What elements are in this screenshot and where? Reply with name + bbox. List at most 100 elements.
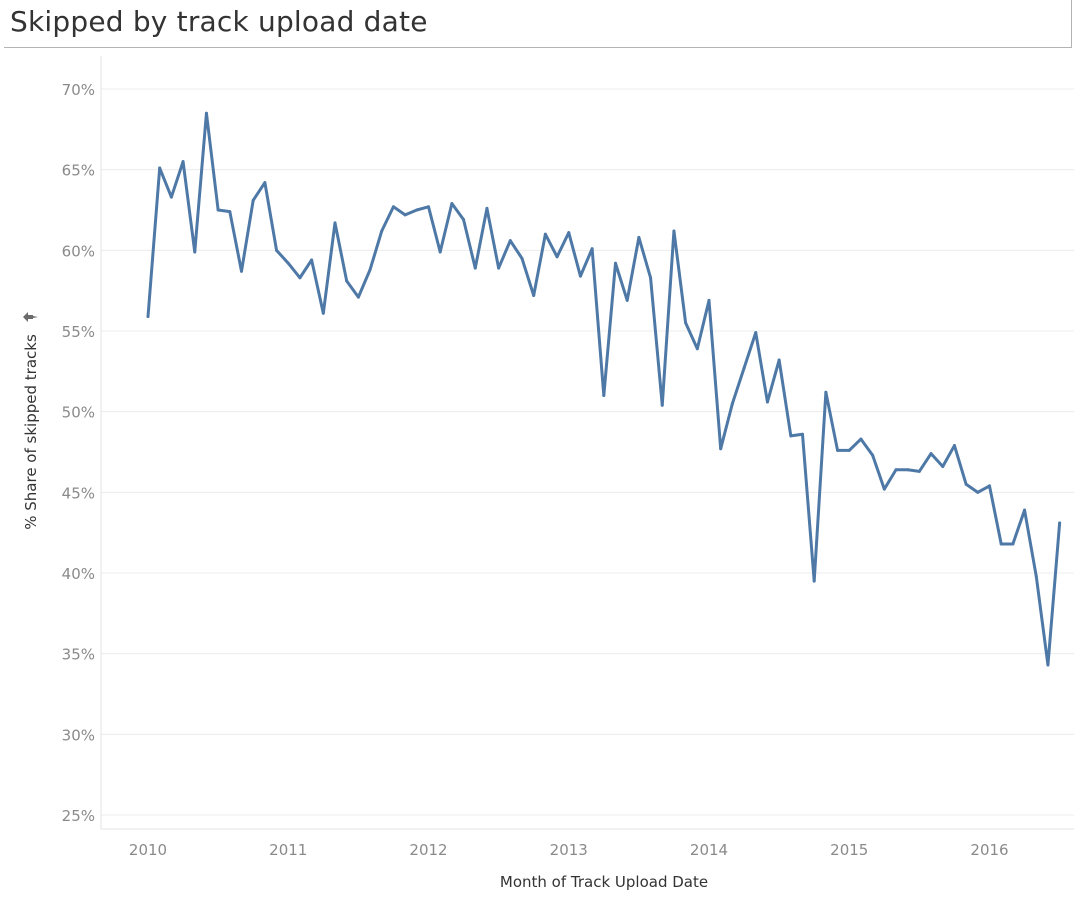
data-point [672,229,676,233]
data-point [415,208,419,212]
data-point [298,276,302,280]
data-point [976,490,980,494]
data-point [660,403,664,407]
y-tick-label: 65% [62,162,95,180]
data-point [567,231,571,235]
y-tick-label: 25% [62,807,95,825]
data-point [228,210,232,214]
data-point [602,394,606,398]
data-point [473,266,477,270]
data-point [1058,521,1062,525]
data-point [555,255,559,259]
data-point [380,229,384,233]
y-tick-label: 50% [62,404,95,422]
x-tick-label: 2016 [970,841,1008,859]
data-point [310,258,314,262]
data-point [649,276,653,280]
data-point [801,432,804,436]
data-point [146,314,150,318]
data-point [765,400,769,404]
data-point [391,205,395,209]
data-point [403,213,407,217]
x-axis-ticks: 2010 2011 2012 2013 2014 2015 2016 [129,841,1009,859]
data-point [882,487,886,491]
data-point [263,181,267,185]
data-point [1046,663,1050,667]
data-point [812,579,816,583]
y-tick-label: 70% [62,81,95,99]
data-point [193,250,197,254]
y-tick-label: 45% [62,484,95,502]
data-point [462,218,466,222]
title-box: Skipped by track upload date [4,0,1072,48]
data-point [520,256,524,260]
data-point [929,452,933,456]
y-tick-label: 60% [62,242,95,260]
data-point [637,235,641,239]
data-point [871,453,875,457]
data-point [181,160,185,164]
x-tick-label: 2013 [550,841,588,859]
data-point [625,298,629,302]
data-point [999,542,1003,546]
data-point [356,295,360,299]
x-tick-label: 2011 [269,841,307,859]
data-point [730,402,734,406]
x-tick-label: 2014 [690,841,728,859]
data-point [719,447,723,451]
y-axis-title: % Share of skipped tracks [22,334,40,530]
x-tick-label: 2010 [129,841,167,859]
data-point [847,448,851,452]
data-point [952,444,956,448]
data-point [1023,508,1027,512]
gridlines [101,88,1074,816]
data-point [204,111,208,115]
data-point [824,390,828,394]
data-point [275,248,279,252]
data-point [941,465,945,469]
data-point [707,298,711,302]
data-point [964,482,968,486]
data-point [286,261,290,265]
data-point [1011,542,1015,546]
y-tick-label: 30% [62,726,95,744]
data-point [859,437,863,441]
data-point [1034,574,1038,578]
data-point [917,469,921,473]
y-tick-label: 40% [62,565,95,583]
data-point [485,206,489,210]
data-point [590,247,594,251]
series-line [146,111,1062,667]
data-point [894,468,898,472]
data-point [695,347,699,351]
data-point [578,274,582,278]
data-point [158,166,162,170]
data-point [789,434,793,438]
data-point [368,268,372,272]
data-point [450,202,454,206]
y-axis-ticks: 70% 65% 60% 55% 50% 45% 40% 35% 30% 25% [62,81,95,825]
data-point [532,294,536,298]
data-point [754,331,758,335]
x-tick-label: 2012 [409,841,447,859]
data-point [543,232,547,236]
data-point [906,468,910,472]
data-point [497,266,501,270]
data-point [321,311,325,315]
data-point [169,195,173,199]
x-tick-label: 2015 [830,841,868,859]
data-point [240,269,243,273]
data-point [508,239,512,243]
chart-title: Skipped by track upload date [10,5,428,38]
data-point [614,261,617,265]
data-point [988,484,991,488]
data-point [333,221,337,225]
data-point [345,279,349,283]
data-point [251,198,255,202]
series-points [146,111,1062,667]
data-point [684,321,688,325]
data-point [836,448,840,452]
data-point [777,358,781,362]
data-point [742,366,746,370]
